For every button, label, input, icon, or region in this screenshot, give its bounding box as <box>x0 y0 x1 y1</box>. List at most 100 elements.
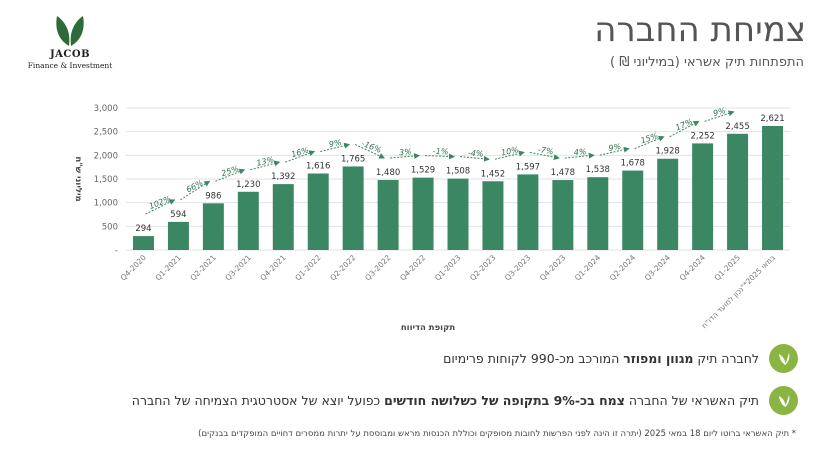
bar <box>657 158 679 250</box>
growth-arrow <box>529 151 560 161</box>
bar-value-label: 2,621 <box>760 114 784 124</box>
growth-label: 9% <box>712 106 727 118</box>
growth-arrow <box>250 160 281 171</box>
bar-value-label: 1,478 <box>551 168 575 178</box>
x-tick-label: Q4-2021 <box>258 253 287 282</box>
page-title: צמיחת החברה <box>594 10 806 50</box>
bar <box>412 177 434 250</box>
growth-arrow <box>425 153 455 160</box>
y-tick-label: 500 <box>102 222 118 232</box>
x-tick-label: Q4-2022 <box>398 253 427 282</box>
bullet-2-text-post: כפועל יוצא של אסטרטגית הצמיחה של החברה <box>131 393 385 408</box>
y-axis-label: מיליוני ש"ח <box>73 156 83 201</box>
bullet-diversified-portfolio: לחברה תיק מגוון ומפוזר המורכב מכ-990 לקו… <box>443 344 798 373</box>
x-tick-label: Q1-2021 <box>154 253 183 282</box>
bar-value-label: 1,480 <box>376 168 400 178</box>
x-tick-label: במאי 2025*"נכון למועד הדו"ח <box>700 253 778 331</box>
bar-value-label: 2,455 <box>725 122 749 132</box>
bar <box>132 236 154 250</box>
bar-value-label: 1,538 <box>586 165 610 175</box>
bar-value-label: 1,678 <box>621 159 645 169</box>
bar <box>727 133 749 250</box>
x-tick-label: Q2-2024 <box>608 253 637 282</box>
growth-label: 17% <box>674 117 694 132</box>
footnote: * תיק האשראי ברוטו ליום 18 במאי 2025 (ית… <box>198 429 796 439</box>
bar-value-label: 1,508 <box>446 167 470 177</box>
growth-label: 9% <box>328 138 342 149</box>
bullet-1-text-post: המורכב מכ-990 לקוחות פרימיום <box>443 351 624 366</box>
bar-value-label: 294 <box>135 224 151 234</box>
bar-value-label: 986 <box>205 191 221 201</box>
x-tick-label: Q4-2024 <box>678 253 707 282</box>
logo-tagline: Finance & Investment <box>27 61 113 70</box>
growth-arrow <box>634 135 665 150</box>
x-tick-label: Q4-2023 <box>538 253 567 282</box>
growth-label: 3% <box>399 147 412 157</box>
growth-arrow <box>320 142 351 152</box>
growth-arrow <box>599 146 630 156</box>
logo-name: JACOB <box>49 49 91 60</box>
growth-arrow <box>390 153 421 160</box>
growth-arrow <box>354 144 386 159</box>
growth-arrow <box>180 180 211 201</box>
bar <box>622 170 644 250</box>
y-tick-label: 2,500 <box>94 128 118 138</box>
growth-arrow <box>669 120 700 138</box>
growth-arrow <box>215 168 246 182</box>
x-tick-label: Q1-2023 <box>433 253 462 282</box>
growth-label: 4% <box>573 147 586 157</box>
x-tick-label: Q4-2020 <box>119 253 148 282</box>
growth-arrow <box>145 199 176 215</box>
bullet-2-text-pre: תיק האשראי של החברה <box>624 393 759 408</box>
bar-value-label: 1,230 <box>236 180 260 190</box>
bar <box>552 180 574 250</box>
bar-value-label: 1,616 <box>306 162 330 172</box>
growth-arrow <box>285 150 316 163</box>
y-tick-label: 3,000 <box>94 104 118 114</box>
x-tick-label: Q3-2022 <box>363 253 392 282</box>
y-tick-label: 1,500 <box>94 175 118 185</box>
growth-label: -4% <box>468 148 484 158</box>
leaf-logo-icon <box>56 16 84 46</box>
growth-label: 25% <box>220 164 240 178</box>
x-tick-label: Q2-2023 <box>468 253 497 282</box>
bar-value-label: 1,529 <box>411 166 435 176</box>
bar-value-label: 2,252 <box>690 131 714 141</box>
bar <box>692 143 714 250</box>
y-tick-label: 2,000 <box>94 151 118 161</box>
bar <box>587 177 609 250</box>
bar-value-label: 1,392 <box>271 172 295 182</box>
bar-value-label: 1,765 <box>341 154 365 164</box>
x-tick-label: Q1-2025 <box>713 253 742 282</box>
company-logo: JACOB Finance & Investment <box>22 12 118 70</box>
growth-label: -1% <box>433 147 449 156</box>
bar <box>447 178 469 250</box>
page-subtitle: התפתחות תיק אשראי (במיליוני ₪ ) <box>610 55 804 70</box>
bar <box>342 166 364 250</box>
bar <box>272 184 294 250</box>
x-tick-label: Q1-2022 <box>293 253 322 282</box>
growth-label: 66% <box>185 178 205 194</box>
bar <box>377 179 399 250</box>
growth-label: 13% <box>256 155 275 168</box>
bullet-1-text-pre: לחברה תיק <box>693 351 759 366</box>
bar <box>517 174 539 250</box>
x-tick-label: Q3-2021 <box>223 253 252 282</box>
bar-value-label: 1,597 <box>516 162 540 172</box>
check-leaf-icon <box>769 344 798 373</box>
growth-label: 9% <box>608 142 622 153</box>
growth-arrow <box>494 150 525 160</box>
x-tick-label: Q1-2024 <box>573 253 602 282</box>
bar <box>482 181 504 250</box>
y-tick-label: - <box>115 246 118 256</box>
growth-arrow <box>564 152 595 159</box>
bullet-portfolio-growth: תיק האשראי של החברה צמח בכ-9% בתקופה של … <box>132 386 798 415</box>
growth-arrow <box>704 110 735 122</box>
bar <box>762 125 784 250</box>
growth-label: 15% <box>640 131 660 145</box>
bar-value-label: 594 <box>170 210 186 220</box>
x-tick-label: Q3-2024 <box>643 253 672 282</box>
bar <box>167 221 189 250</box>
bar <box>237 191 259 250</box>
check-leaf-icon <box>769 386 798 415</box>
